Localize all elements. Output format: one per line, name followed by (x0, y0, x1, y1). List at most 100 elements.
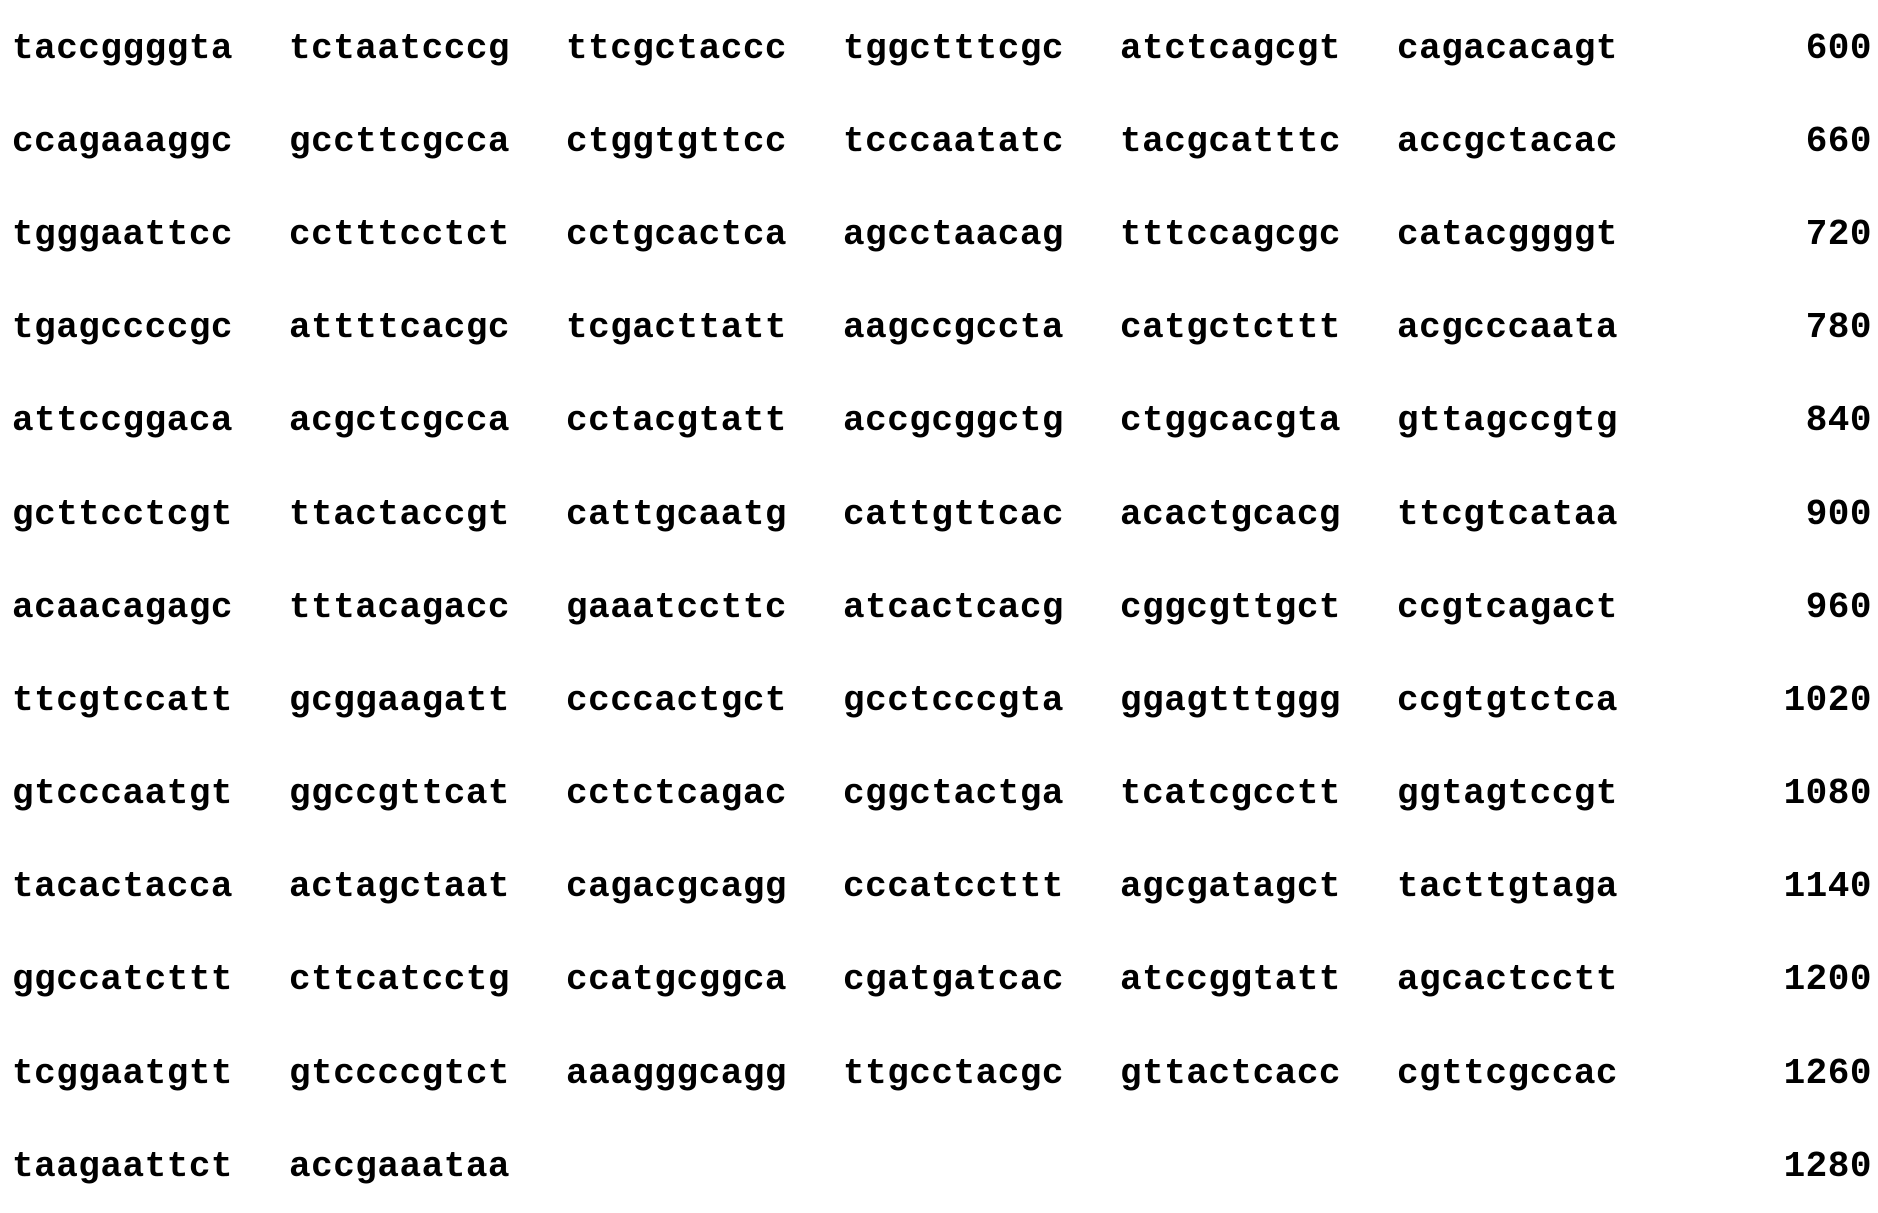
sequence-chunk: gcggaagatt (289, 683, 566, 719)
sequence-chunk: cattgttcac (843, 497, 1120, 533)
position-number: 780 (1806, 310, 1872, 346)
sequence-chunk: cgatgatcac (843, 962, 1120, 998)
sequence-chunk: cttcatcctg (289, 962, 566, 998)
position-number: 1140 (1784, 869, 1872, 905)
sequence-chunk: ttgcctacgc (843, 1056, 1120, 1092)
sequence-chunk: accgaaataa (289, 1149, 566, 1185)
sequence-row: tacactaccaactagctaatcagacgcaggcccatccttt… (12, 841, 1872, 934)
sequence-row: ttcgtccattgcggaagattccccactgctgcctcccgta… (12, 654, 1872, 747)
sequence-chunk: atcactcacg (843, 590, 1120, 626)
position-number: 1280 (1784, 1149, 1872, 1185)
sequence-chunk: ttcgtcataa (1397, 497, 1674, 533)
sequence-chunk: ctggtgttcc (566, 124, 843, 160)
sequence-chunk: ccgtcagact (1397, 590, 1674, 626)
sequence-chunk: tttacagacc (289, 590, 566, 626)
sequence-chunks: tcggaatgttgtccccgtctaaagggcaggttgcctacgc… (12, 1056, 1674, 1092)
sequence-row: attccggacaacgctcgccacctacgtattaccgcggctg… (12, 375, 1872, 468)
sequence-chunk: ccatgcggca (566, 962, 843, 998)
sequence-chunk: tcgacttatt (566, 310, 843, 346)
position-number: 600 (1806, 31, 1872, 67)
position-number: 1260 (1784, 1056, 1872, 1092)
sequence-chunk: agcctaacag (843, 217, 1120, 253)
position-number: 960 (1806, 590, 1872, 626)
sequence-chunks: taagaattctaccgaaataa (12, 1149, 566, 1185)
sequence-chunk: cctctcagac (566, 776, 843, 812)
position-number: 720 (1806, 217, 1872, 253)
sequence-chunk: tgggaattcc (12, 217, 289, 253)
sequence-chunks: gcttcctcgtttactaccgtcattgcaatgcattgttcac… (12, 497, 1674, 533)
sequence-chunk: agcgatagct (1120, 869, 1397, 905)
sequence-chunk: cagacacagt (1397, 31, 1674, 67)
position-number: 1080 (1784, 776, 1872, 812)
sequence-chunk: gcctcccgta (843, 683, 1120, 719)
sequence-chunks: taccggggtatctaatcccgttcgctaccctggctttcgc… (12, 31, 1674, 67)
sequence-chunk: ggtagtccgt (1397, 776, 1674, 812)
sequence-chunk: ttcgtccatt (12, 683, 289, 719)
sequence-row: tgagccccgcattttcacgctcgacttattaagccgccta… (12, 282, 1872, 375)
sequence-chunk: ctggcacgta (1120, 403, 1397, 439)
position-number: 840 (1806, 403, 1872, 439)
sequence-chunks: tgggaattcccctttcctctcctgcactcaagcctaacag… (12, 217, 1674, 253)
sequence-chunk: tcatcgcctt (1120, 776, 1397, 812)
sequence-chunk: gtccccgtct (289, 1056, 566, 1092)
sequence-chunk: gccttcgcca (289, 124, 566, 160)
sequence-chunk: cccatccttt (843, 869, 1120, 905)
sequence-chunk: cggctactga (843, 776, 1120, 812)
sequence-chunk: ttcgctaccc (566, 31, 843, 67)
sequence-chunk: agcactcctt (1397, 962, 1674, 998)
sequence-chunk: atctcagcgt (1120, 31, 1397, 67)
sequence-chunks: acaacagagctttacagaccgaaatccttcatcactcacg… (12, 590, 1674, 626)
sequence-chunk: accgcggctg (843, 403, 1120, 439)
sequence-chunk: attttcacgc (289, 310, 566, 346)
sequence-chunks: ggccatctttcttcatcctgccatgcggcacgatgatcac… (12, 962, 1674, 998)
sequence-chunks: attccggacaacgctcgccacctacgtattaccgcggctg… (12, 403, 1674, 439)
sequence-chunk: cagacgcagg (566, 869, 843, 905)
sequence-chunk: taccggggta (12, 31, 289, 67)
sequence-chunk: aaagggcagg (566, 1056, 843, 1092)
sequence-chunk: ccagaaaggc (12, 124, 289, 160)
sequence-chunk: gcttcctcgt (12, 497, 289, 533)
sequence-chunk: cattgcaatg (566, 497, 843, 533)
sequence-chunks: tgagccccgcattttcacgctcgacttattaagccgccta… (12, 310, 1674, 346)
sequence-chunk: cctacgtatt (566, 403, 843, 439)
sequence-chunk: ggccatcttt (12, 962, 289, 998)
sequence-row: tcggaatgttgtccccgtctaaagggcaggttgcctacgc… (12, 1027, 1872, 1120)
sequence-chunks: ccagaaaggcgccttcgccactggtgttcctcccaatatc… (12, 124, 1674, 160)
sequence-row: acaacagagctttacagaccgaaatccttcatcactcacg… (12, 561, 1872, 654)
sequence-row: ggccatctttcttcatcctgccatgcggcacgatgatcac… (12, 934, 1872, 1027)
sequence-chunk: tacgcatttc (1120, 124, 1397, 160)
sequence-chunk: gaaatccttc (566, 590, 843, 626)
sequence-chunk: accgctacac (1397, 124, 1674, 160)
sequence-chunk: tacttgtaga (1397, 869, 1674, 905)
sequence-chunk: tcccaatatc (843, 124, 1120, 160)
sequence-chunk: ccccactgct (566, 683, 843, 719)
sequence-chunk: cgttcgccac (1397, 1056, 1674, 1092)
sequence-chunk: catgctcttt (1120, 310, 1397, 346)
sequence-row: tgggaattcccctttcctctcctgcactcaagcctaacag… (12, 188, 1872, 281)
sequence-chunk: acgctcgcca (289, 403, 566, 439)
sequence-chunk: atccggtatt (1120, 962, 1397, 998)
position-number: 1200 (1784, 962, 1872, 998)
sequence-row: ccagaaaggcgccttcgccactggtgttcctcccaatatc… (12, 95, 1872, 188)
sequence-chunk: cctgcactca (566, 217, 843, 253)
sequence-chunks: tacactaccaactagctaatcagacgcaggcccatccttt… (12, 869, 1674, 905)
sequence-chunk: tggctttcgc (843, 31, 1120, 67)
sequence-row: gcttcctcgtttactaccgtcattgcaatgcattgttcac… (12, 468, 1872, 561)
sequence-chunks: gtcccaatgtggccgttcatcctctcagaccggctactga… (12, 776, 1674, 812)
sequence-chunk: cctttcctct (289, 217, 566, 253)
sequence-chunk: tcggaatgtt (12, 1056, 289, 1092)
sequence-chunk: gttactcacc (1120, 1056, 1397, 1092)
sequence-chunk: tacactacca (12, 869, 289, 905)
sequence-chunk: acaacagagc (12, 590, 289, 626)
sequence-chunk: tttccagcgc (1120, 217, 1397, 253)
sequence-chunk: tgagccccgc (12, 310, 289, 346)
sequence-chunk: ttactaccgt (289, 497, 566, 533)
sequence-chunk: cggcgttgct (1120, 590, 1397, 626)
sequence-chunk: acactgcacg (1120, 497, 1397, 533)
sequence-chunk: aagccgccta (843, 310, 1120, 346)
sequence-chunk: catacggggt (1397, 217, 1674, 253)
sequence-chunk: ccgtgtctca (1397, 683, 1674, 719)
sequence-chunk: actagctaat (289, 869, 566, 905)
position-number: 1020 (1784, 683, 1872, 719)
position-number: 900 (1806, 497, 1872, 533)
